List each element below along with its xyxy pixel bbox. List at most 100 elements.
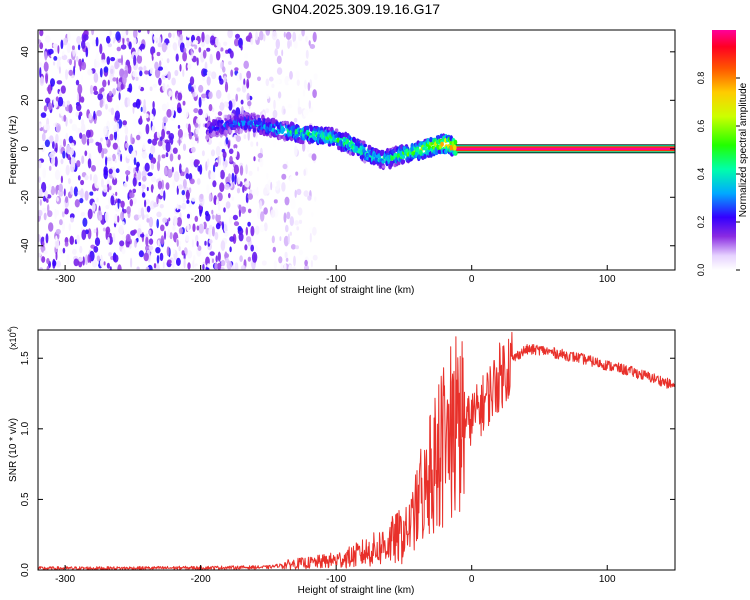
heatmap-cell: [178, 227, 183, 235]
heatmap-cell: [203, 68, 208, 76]
heatmap-cell: [126, 154, 132, 159]
heatmap-cell: [167, 168, 173, 178]
heatmap-cell: [149, 67, 154, 75]
heatmap-cell: [259, 224, 265, 233]
y-tick-label: -40: [20, 238, 31, 253]
heatmap-cell: [127, 97, 131, 107]
heatmap-cell: [217, 163, 221, 174]
heatmap-cell: [140, 43, 145, 50]
heatmap-cell: [107, 236, 110, 244]
heatmap-cell: [400, 159, 405, 165]
heatmap-cell: [235, 93, 238, 102]
heatmap-cell: [303, 79, 307, 90]
heatmap-cell: [145, 236, 149, 247]
heatmap-cell: [227, 30, 233, 39]
heatmap-cell: [168, 133, 175, 140]
heatmap-cell: [121, 54, 123, 66]
x-tick-label: -200: [191, 574, 211, 585]
heatmap-cell: [192, 39, 199, 45]
heatmap-cell: [133, 157, 137, 166]
heatmap-cell: [55, 96, 59, 102]
heatmap-cell: [247, 256, 252, 262]
heatmap-cell: [125, 170, 131, 176]
heatmap-cell: [48, 222, 54, 232]
heatmap-cell: [137, 30, 142, 33]
colorbar-tick-label: 0.2: [696, 216, 706, 229]
heatmap-cell: [126, 174, 129, 182]
heatmap-cell: [244, 52, 249, 59]
heatmap-cell: [355, 145, 359, 151]
heatmap-cell: [189, 158, 196, 168]
heatmap-cell: [225, 168, 228, 174]
heatmap-cell: [54, 156, 58, 167]
heatmap-cell: [38, 234, 41, 243]
heatmap-cell: [54, 169, 61, 181]
heatmap-cell: [55, 123, 61, 133]
y-tick-label: 1.0: [20, 421, 31, 435]
heatmap-cell: [93, 228, 97, 234]
heatmap-cell: [177, 154, 181, 161]
heatmap-cell: [92, 201, 96, 212]
heatmap-cell: [182, 69, 185, 77]
heatmap-cell: [108, 168, 113, 175]
heatmap-cell: [120, 44, 127, 50]
heatmap-cell: [150, 150, 153, 155]
heatmap-cell: [78, 58, 82, 67]
heatmap-cell: [118, 92, 121, 101]
heatmap-cell: [115, 31, 121, 41]
heatmap-cell: [88, 113, 92, 121]
heatmap-cell: [171, 107, 175, 117]
heatmap-cell: [156, 129, 160, 139]
heatmap-cell: [63, 114, 67, 122]
heatmap-cell: [85, 254, 88, 265]
heatmap-cell: [295, 133, 300, 138]
heatmap-cell: [289, 140, 294, 147]
heatmap-cell: [232, 127, 237, 131]
heatmap-cell: [40, 244, 46, 253]
heatmap-cell: [58, 183, 63, 192]
heatmap-cell: [96, 227, 99, 239]
heatmap-cell: [103, 169, 108, 180]
heatmap-cell: [168, 90, 173, 98]
heatmap-cell: [195, 128, 199, 135]
heatmap-cell: [133, 30, 138, 39]
heatmap-cell: [112, 88, 116, 96]
heatmap-cell: [70, 142, 75, 150]
heatmap-cell: [109, 232, 112, 238]
heatmap-cell: [138, 250, 144, 258]
heatmap-cell: [251, 251, 258, 263]
heatmap-cell: [175, 53, 179, 62]
heatmap-cell: [271, 30, 278, 41]
heatmap-cell: [240, 265, 246, 270]
heatmap-cell: [429, 136, 433, 143]
heatmap-cell: [185, 62, 189, 71]
heatmap-cell: [176, 239, 179, 247]
heatmap-cell: [208, 228, 212, 238]
heatmap-cell: [105, 156, 108, 167]
heatmap-cell: [283, 108, 286, 114]
heatmap-cell: [312, 89, 317, 99]
heatmap-cell: [56, 80, 63, 85]
heatmap-cell: [125, 85, 128, 92]
heatmap-cell: [296, 226, 300, 231]
heatmap-cell: [242, 39, 247, 46]
heatmap-cell: [187, 63, 192, 70]
heatmap-cell: [265, 30, 271, 36]
x-tick-label: -200: [191, 274, 211, 285]
heatmap-cell: [239, 165, 244, 176]
heatmap-cell: [247, 221, 251, 227]
heatmap-cell: [165, 141, 171, 153]
heatmap-cell: [89, 191, 94, 196]
heatmap-cell: [194, 122, 199, 128]
heatmap-cell: [44, 51, 48, 61]
heatmap-cell: [135, 98, 141, 109]
heatmap-cell: [204, 240, 207, 246]
heatmap-cell: [397, 161, 401, 166]
heatmap-cell: [209, 53, 213, 65]
heatmap-cell: [156, 211, 162, 218]
heatmap-cell: [138, 85, 141, 90]
heatmap-cell: [161, 42, 167, 53]
heatmap-cell: [42, 167, 46, 179]
heatmap-cell: [139, 186, 143, 194]
heatmap-cell: [171, 77, 176, 86]
